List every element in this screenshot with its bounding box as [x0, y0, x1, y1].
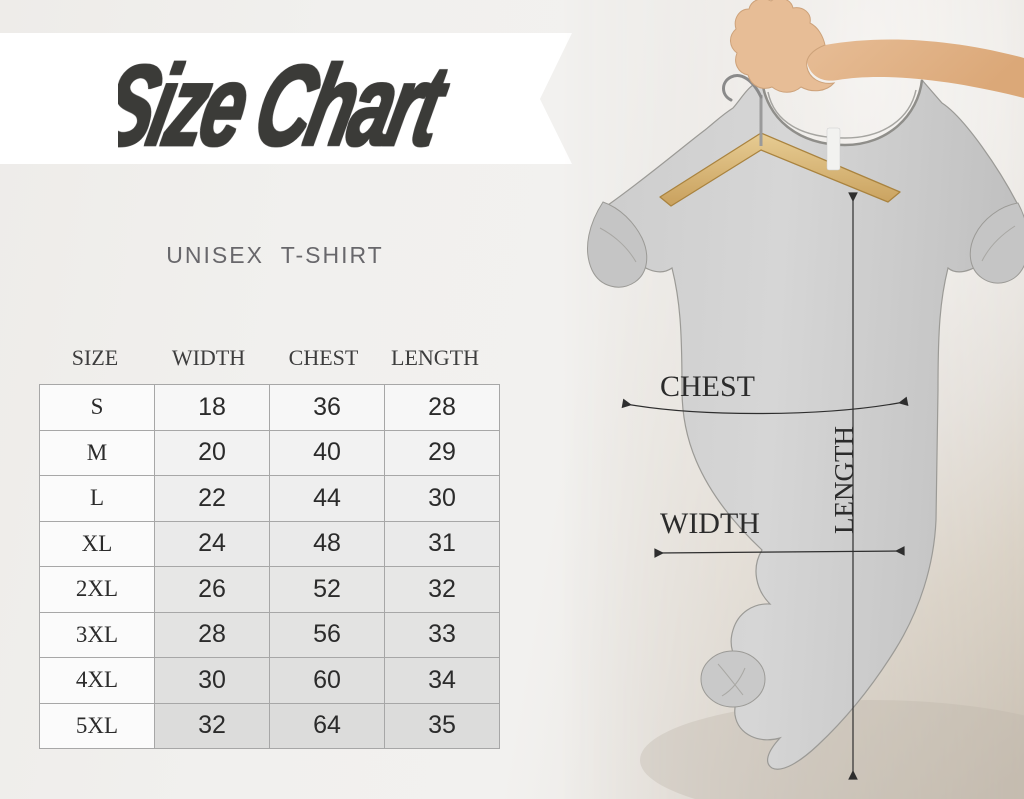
svg-text:LENGTH: LENGTH — [829, 426, 859, 534]
svg-text:WIDTH: WIDTH — [660, 507, 760, 540]
svg-text:CHEST: CHEST — [660, 370, 755, 403]
